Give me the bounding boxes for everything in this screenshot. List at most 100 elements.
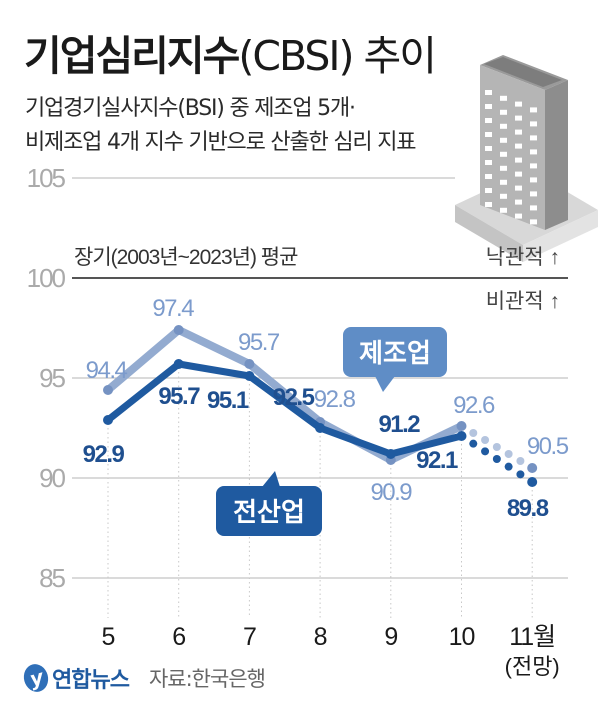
- x-tick-label: 11월: [509, 623, 555, 651]
- building-window: [515, 115, 522, 121]
- building-window: [530, 219, 537, 225]
- source-text: 자료:한국은행: [148, 667, 266, 691]
- building-window: [530, 163, 537, 169]
- y-tick-label: 100: [27, 263, 66, 293]
- data-label: 94.4: [86, 357, 128, 384]
- callout-pointer: [375, 376, 395, 392]
- building-window: [485, 90, 492, 95]
- title-light: (CBSI) 추이: [238, 32, 437, 80]
- logo-mark-icon: y: [20, 661, 52, 695]
- data-point: [103, 415, 113, 425]
- building-window: [530, 107, 537, 113]
- logo-text: 연합뉴스: [52, 668, 130, 693]
- reference-line-label: 장기(2003년~2023년) 평균: [74, 246, 298, 269]
- building-window: [485, 118, 492, 123]
- building-window: [500, 109, 507, 115]
- subtitle-line-2: 비제조업 4개 지수 기반으로 산출한 심리 지표: [25, 130, 416, 155]
- building-window: [530, 205, 537, 211]
- building-window: [530, 177, 537, 183]
- y-tick-label: 90: [39, 463, 65, 493]
- data-label: 90.5: [527, 433, 569, 460]
- chart-subtitle: 기업경기실사지수(BSI) 중 제조업 5개· 비제조업 4개 지수 기반으로 …: [25, 92, 416, 160]
- data-point: [244, 371, 255, 381]
- building-window: [530, 135, 537, 141]
- building-window: [485, 188, 492, 193]
- data-point: [173, 325, 184, 335]
- building-window: [500, 123, 507, 129]
- y-tick-label: 85: [39, 563, 65, 593]
- series-line-all-industry: [105, 360, 463, 458]
- data-point: [456, 431, 467, 441]
- data-label: 95.7: [238, 329, 280, 356]
- data-label: 92.5: [273, 384, 315, 411]
- forecast-dot: [481, 447, 490, 456]
- building-window: [500, 137, 507, 143]
- forecast-dot: [469, 429, 478, 437]
- forecast-dot: [504, 462, 513, 471]
- series-name-all-industry: 전산업: [233, 497, 305, 527]
- building-window: [515, 171, 522, 177]
- data-label: 90.9: [370, 479, 412, 506]
- data-label: 91.2: [378, 411, 420, 438]
- data-label: 92.6: [453, 392, 495, 419]
- data-point: [103, 385, 113, 395]
- building-window: [515, 157, 522, 163]
- building-window: [485, 202, 492, 207]
- building-window: [500, 95, 507, 101]
- building-window: [515, 185, 522, 191]
- data-label: 95.7: [158, 383, 200, 410]
- series-callout-all-industry: [216, 486, 322, 536]
- building-window: [530, 121, 537, 127]
- data-label: 92.9: [83, 441, 125, 468]
- building-window: [485, 146, 492, 151]
- data-label: 89.8: [507, 495, 549, 522]
- building-window: [515, 199, 522, 205]
- x-tick-label: 7: [243, 623, 256, 651]
- building-window: [500, 151, 507, 157]
- title-bold: 기업심리지수: [24, 32, 240, 80]
- building-window: [515, 129, 522, 135]
- x-tick-label: 10: [449, 623, 475, 651]
- building-window: [515, 213, 522, 219]
- data-point: [456, 421, 467, 431]
- y-tick-label: 105: [27, 163, 66, 193]
- x-tick-label: 8: [314, 623, 327, 651]
- footer: y 연합뉴스 자료:한국은행: [20, 661, 266, 695]
- building-window: [530, 191, 537, 197]
- building-illustration: [455, 55, 598, 262]
- data-point: [385, 449, 396, 459]
- building-window: [485, 104, 492, 109]
- building-window: [485, 174, 492, 179]
- chart-title: 기업심리지수(CBSI) 추이: [24, 22, 437, 82]
- data-point: [315, 423, 326, 433]
- yonhap-logo: y 연합뉴스: [20, 661, 130, 695]
- y-tick-label: 95: [39, 363, 65, 393]
- building-window: [530, 149, 537, 155]
- data-label: 95.1: [207, 387, 249, 414]
- callout-pointer: [262, 471, 280, 487]
- data-label: 92.8: [314, 386, 356, 413]
- series-name-manufacturing: 제조업: [359, 338, 431, 368]
- data-point: [173, 359, 184, 369]
- data-label: 92.1: [416, 447, 458, 474]
- forecast-dot: [481, 436, 490, 444]
- forecast-dot: [492, 455, 501, 463]
- forecast-dot: [504, 450, 513, 458]
- x-tick-sublabel: (전망): [505, 654, 560, 679]
- forecast-dot: [469, 439, 478, 448]
- forecast-dot: [516, 457, 525, 465]
- series-callout-manufacturing: [343, 327, 447, 377]
- forecast-dot: [516, 470, 525, 479]
- forecast-dot: [492, 443, 501, 451]
- data-point: [527, 477, 538, 487]
- x-tick-label: 5: [102, 623, 115, 651]
- building-window: [500, 179, 507, 185]
- x-tick-label: 9: [384, 623, 397, 651]
- pessimistic-label: 비관적 ↑: [486, 290, 560, 313]
- building-window: [485, 132, 492, 137]
- building-window: [500, 193, 507, 199]
- x-tick-label: 6: [172, 623, 185, 651]
- optimistic-label: 낙관적 ↑: [486, 246, 560, 269]
- building-window: [500, 165, 507, 171]
